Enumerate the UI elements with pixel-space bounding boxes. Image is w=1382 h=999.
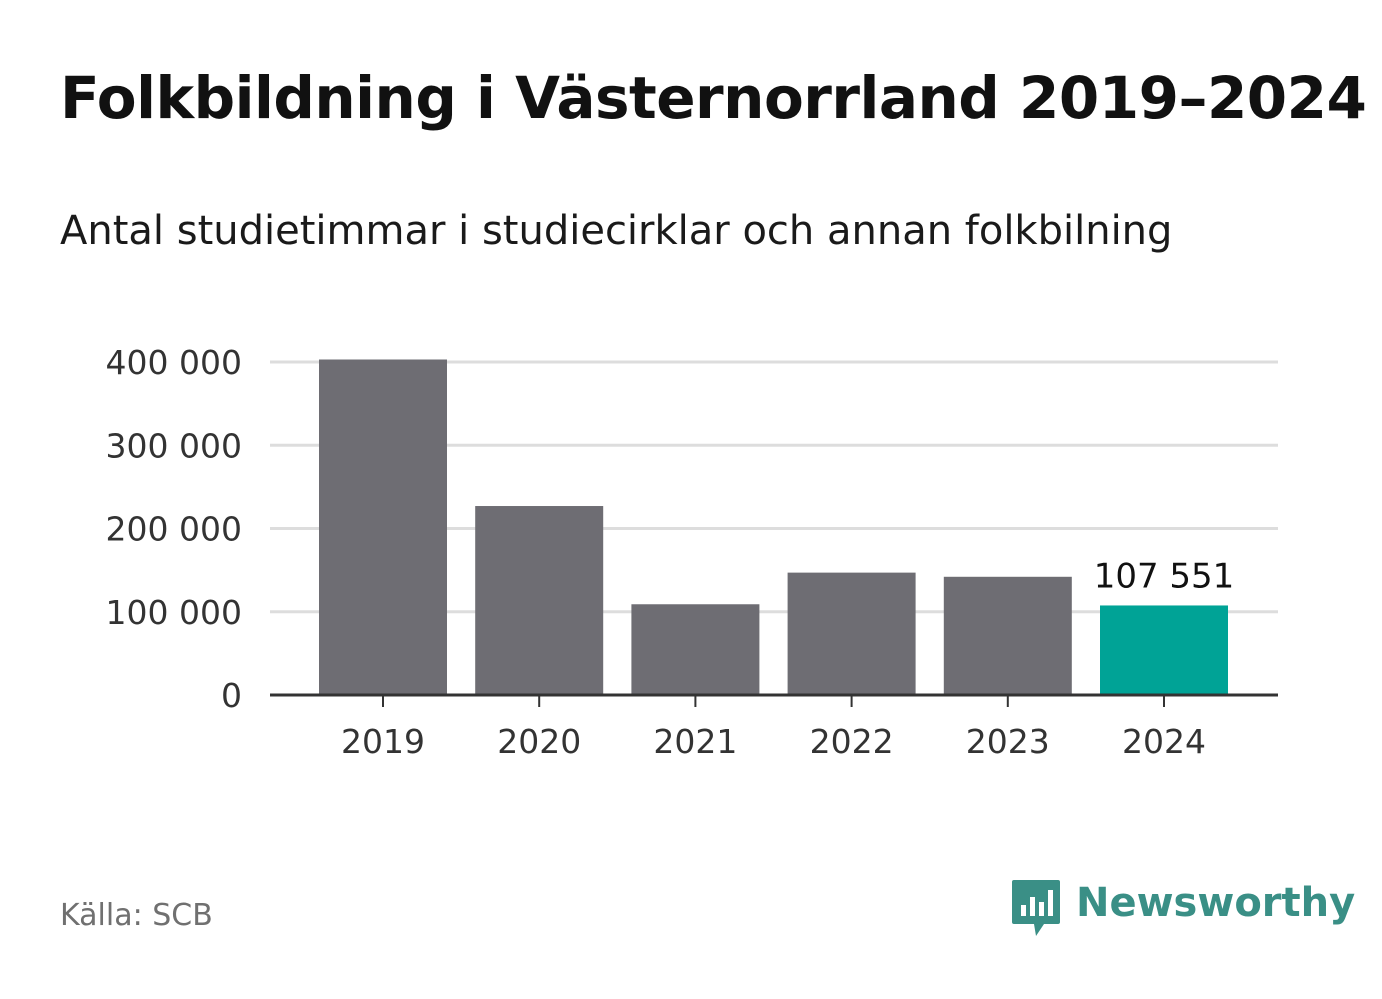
chart-title: Folkbildning i Västernorrland 2019–2024 (60, 64, 1367, 132)
bar (475, 506, 604, 695)
bar (1100, 605, 1228, 695)
bar (787, 572, 916, 695)
brand-logo: Newsworthy (1010, 878, 1355, 942)
bar-chart-speech-bubble-icon (1012, 880, 1060, 936)
y-tick-label: 300 000 (106, 426, 242, 465)
y-tick-label: 0 (221, 676, 242, 715)
chart-subtitle: Antal studietimmar i studiecirklar och a… (60, 208, 1173, 254)
x-tick-label: 2022 (810, 722, 894, 761)
y-tick-label: 400 000 (106, 343, 242, 382)
bar (943, 576, 1072, 695)
data-label: 107 551 (1094, 556, 1235, 596)
bar (631, 604, 760, 695)
x-tick-label: 2019 (341, 722, 425, 761)
x-tick-label: 2023 (966, 722, 1050, 761)
x-tick-label: 2020 (497, 722, 581, 761)
x-tick-label: 2021 (653, 722, 737, 761)
y-tick-label: 100 000 (106, 593, 242, 632)
x-tick-label: 2024 (1122, 722, 1206, 761)
source-note: Källa: SCB (60, 898, 213, 933)
brand-name: Newsworthy (1076, 880, 1356, 926)
y-tick-label: 200 000 (106, 510, 242, 549)
bar (319, 359, 447, 695)
